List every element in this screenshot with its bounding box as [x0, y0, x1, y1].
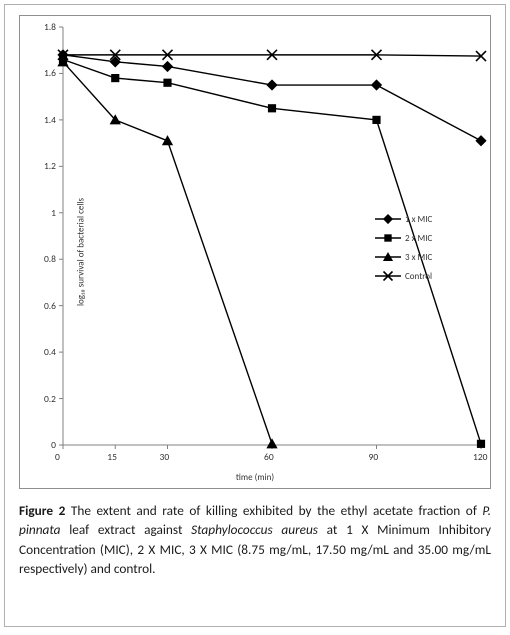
legend: 1 x MIC 2 x MIC 3 x MIC Control: [375, 213, 432, 289]
caption-label: Figure 2: [19, 502, 65, 519]
legend-marker-icon: [375, 232, 401, 244]
legend-item: 2 x MIC: [375, 232, 432, 244]
y-tick-label: 0.6: [44, 300, 56, 312]
x-axis-label: time (min): [236, 472, 274, 483]
legend-label: 1 x MIC: [405, 214, 432, 225]
x-tick-label: 120: [473, 451, 487, 463]
legend-marker-icon: [375, 270, 401, 282]
y-tick-label: 1.6: [44, 67, 56, 79]
y-tick-label: 0.2: [44, 393, 56, 405]
y-tick-label: 0.8: [44, 253, 56, 265]
x-tick-label: 0: [55, 451, 60, 463]
y-tick-label: 0: [51, 439, 56, 451]
legend-item: Control: [375, 270, 432, 282]
figure-container: log₁₀ survival of bacterial cells time (…: [4, 4, 506, 627]
x-tick-label: 30: [160, 451, 170, 463]
y-tick-label: 0.4: [44, 346, 56, 358]
caption-bacteria: Staphylococcus aureus: [191, 521, 318, 538]
legend-item: 1 x MIC: [375, 213, 432, 225]
legend-label: 2 x MIC: [405, 233, 432, 244]
figure-caption: Figure 2 The extent and rate of killing …: [19, 501, 491, 578]
legend-marker-icon: [375, 213, 401, 225]
y-axis-label: log₁₀ survival of bacterial cells: [76, 198, 87, 306]
caption-pretext: The extent and rate of killing exhibited…: [65, 502, 482, 519]
legend-item: 3 x MIC: [375, 251, 432, 263]
y-tick-label: 1.2: [44, 160, 56, 172]
chart-canvas: log₁₀ survival of bacterial cells time (…: [19, 15, 491, 489]
caption-middle: leaf extract against: [61, 521, 192, 538]
x-tick-label: 15: [107, 451, 117, 463]
y-tick-label: 1: [51, 207, 56, 219]
legend-label: Control: [405, 271, 432, 282]
y-tick-label: 1.4: [44, 114, 56, 126]
x-tick-label: 90: [369, 451, 379, 463]
legend-marker-icon: [375, 251, 401, 263]
legend-label: 3 x MIC: [405, 252, 432, 263]
x-tick-label: 60: [264, 451, 274, 463]
y-tick-label: 1.8: [44, 21, 56, 33]
